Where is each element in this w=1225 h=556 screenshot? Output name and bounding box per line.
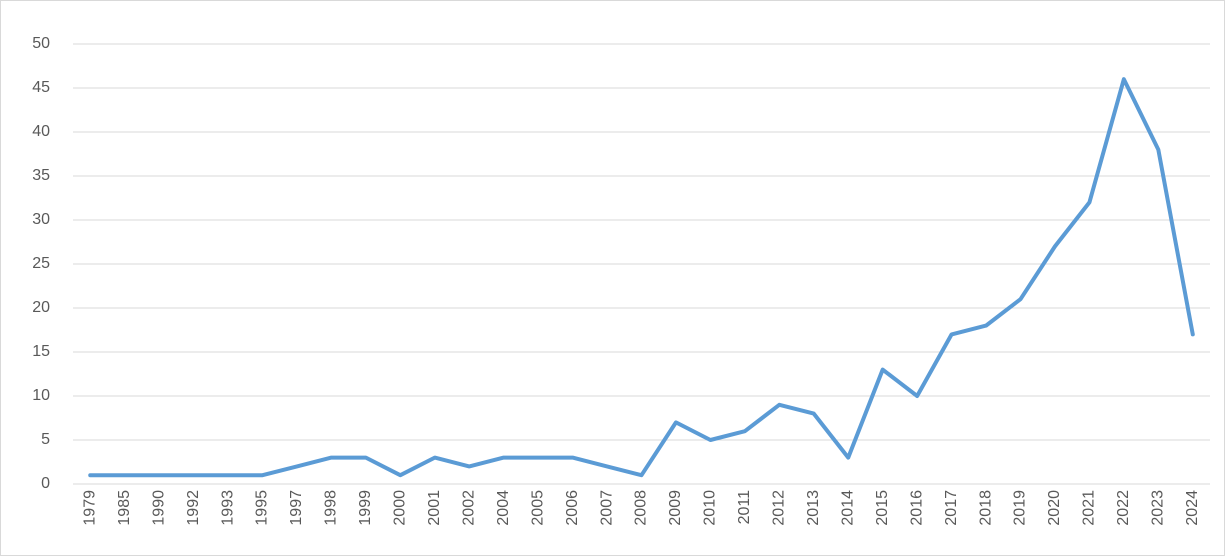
x-tick-label: 2022 bbox=[1115, 490, 1132, 526]
y-tick-label: 35 bbox=[32, 167, 50, 184]
x-tick-label: 2000 bbox=[392, 490, 409, 526]
x-tick-label: 2015 bbox=[874, 490, 891, 526]
x-tick-label: 1997 bbox=[288, 490, 305, 526]
x-tick-label: 2012 bbox=[771, 490, 788, 526]
x-tick-label: 1990 bbox=[150, 490, 167, 526]
x-tick-label: 2019 bbox=[1012, 490, 1029, 526]
x-tick-label: 2011 bbox=[736, 490, 753, 525]
y-tick-label: 15 bbox=[32, 343, 50, 360]
x-tick-label: 1998 bbox=[323, 490, 340, 526]
y-tick-label: 10 bbox=[32, 387, 50, 404]
x-tick-label: 1999 bbox=[357, 490, 374, 526]
y-tick-label: 45 bbox=[32, 79, 50, 96]
x-tick-label: 2024 bbox=[1184, 490, 1201, 526]
x-tick-label: 1985 bbox=[116, 490, 133, 526]
x-tick-label: 1992 bbox=[185, 490, 202, 526]
y-tick-label: 0 bbox=[41, 475, 50, 492]
y-tick-label: 20 bbox=[32, 299, 50, 316]
x-tick-label: 2002 bbox=[460, 490, 477, 526]
x-tick-label: 2010 bbox=[702, 490, 719, 526]
y-tick-label: 40 bbox=[32, 123, 50, 140]
x-tick-label: 2006 bbox=[564, 490, 581, 526]
x-tick-label: 2009 bbox=[667, 490, 684, 526]
y-tick-label: 50 bbox=[32, 35, 50, 52]
x-tick-label: 2005 bbox=[529, 490, 546, 526]
x-tick-label: 2013 bbox=[805, 490, 822, 526]
x-tick-label: 2021 bbox=[1081, 490, 1098, 526]
x-tick-label: 2001 bbox=[426, 490, 443, 526]
x-tick-label: 1993 bbox=[219, 490, 236, 526]
x-tick-label: 1995 bbox=[254, 490, 271, 526]
x-tick-label: 2018 bbox=[977, 490, 994, 526]
y-tick-label: 30 bbox=[32, 211, 50, 228]
x-tick-label: 2017 bbox=[943, 490, 960, 526]
x-tick-label: 2016 bbox=[908, 490, 925, 526]
x-tick-label: 2004 bbox=[495, 490, 512, 526]
x-tick-label: 2014 bbox=[839, 490, 856, 526]
x-tick-label: 2007 bbox=[598, 490, 615, 526]
x-tick-label: 2020 bbox=[1046, 490, 1063, 526]
line-series bbox=[88, 77, 1195, 478]
y-tick-label: 5 bbox=[41, 431, 50, 448]
y-tick-label: 25 bbox=[32, 255, 50, 272]
x-tick-label: 2023 bbox=[1150, 490, 1167, 526]
x-tick-label: 2008 bbox=[633, 490, 650, 526]
x-tick-label: 1979 bbox=[81, 490, 98, 526]
